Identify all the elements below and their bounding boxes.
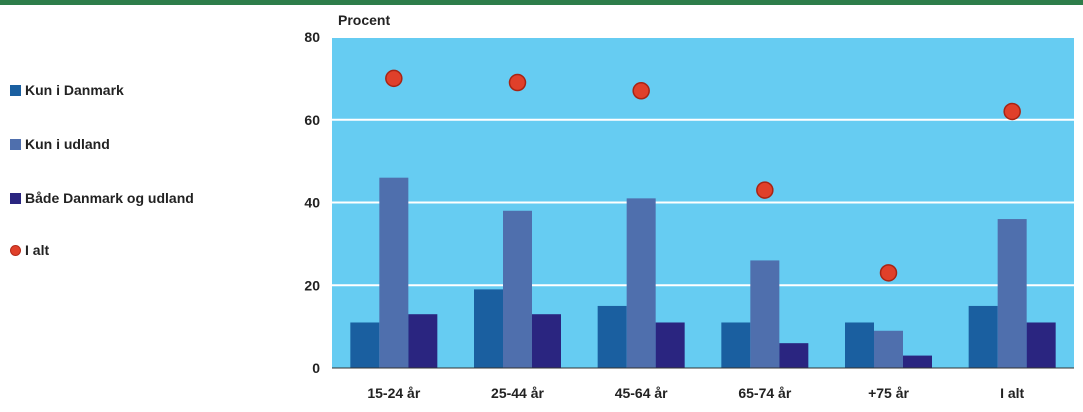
y-tick-label: 0 xyxy=(312,360,320,376)
x-tick-label: +75 år xyxy=(868,385,909,401)
y-tick-label: 80 xyxy=(304,29,320,45)
data-point xyxy=(756,181,774,199)
x-tick-label: 25-44 år xyxy=(491,385,544,401)
bar xyxy=(1026,322,1056,368)
bar xyxy=(532,314,561,368)
bar xyxy=(968,305,998,368)
bar xyxy=(779,343,809,368)
legend-swatch xyxy=(10,244,21,256)
legend-item-kun-i-danmark: Kun i Danmark xyxy=(10,82,124,98)
data-point xyxy=(632,82,650,100)
chart-legend: Kun i Danmark Kun i udland Både Danmark … xyxy=(10,0,270,412)
data-point xyxy=(879,264,898,282)
data-point xyxy=(1003,102,1021,121)
bar xyxy=(597,305,627,368)
bar xyxy=(845,322,874,368)
bar xyxy=(997,219,1027,368)
y-tick-label: 60 xyxy=(304,112,320,128)
x-tick-label: I alt xyxy=(1000,385,1024,401)
bar xyxy=(655,322,685,368)
legend-item-kun-i-udland: Kun i udland xyxy=(10,136,110,152)
bar xyxy=(408,314,438,368)
bar xyxy=(503,210,532,368)
bar xyxy=(379,177,409,368)
legend-swatch xyxy=(10,192,21,204)
legend-swatch xyxy=(10,84,21,96)
bar xyxy=(750,260,780,368)
legend-label: Både Danmark og udland xyxy=(25,190,194,206)
legend-item-baade-danmark-og-udland: Både Danmark og udland xyxy=(10,190,194,206)
bar xyxy=(350,322,380,368)
bar xyxy=(874,330,903,368)
legend-label: I alt xyxy=(25,242,50,258)
top-rule xyxy=(0,0,1083,5)
bar xyxy=(626,198,656,368)
bar xyxy=(474,289,503,368)
bar xyxy=(903,355,932,368)
bar xyxy=(721,322,751,368)
x-tick-label: 45-64 år xyxy=(615,385,668,401)
y-tick-label: 20 xyxy=(304,277,320,293)
y-tick-label: 40 xyxy=(304,195,320,211)
x-tick-label: 65-74 år xyxy=(738,385,791,401)
x-tick-label: 15-24 år xyxy=(367,385,420,401)
legend-label: Kun i Danmark xyxy=(25,82,124,98)
y-axis-title: Procent xyxy=(338,12,390,28)
legend-label: Kun i udland xyxy=(25,136,110,152)
data-point xyxy=(385,69,403,88)
data-point xyxy=(508,73,527,92)
legend-swatch xyxy=(10,138,21,150)
legend-item-i-alt: I alt xyxy=(10,242,49,258)
